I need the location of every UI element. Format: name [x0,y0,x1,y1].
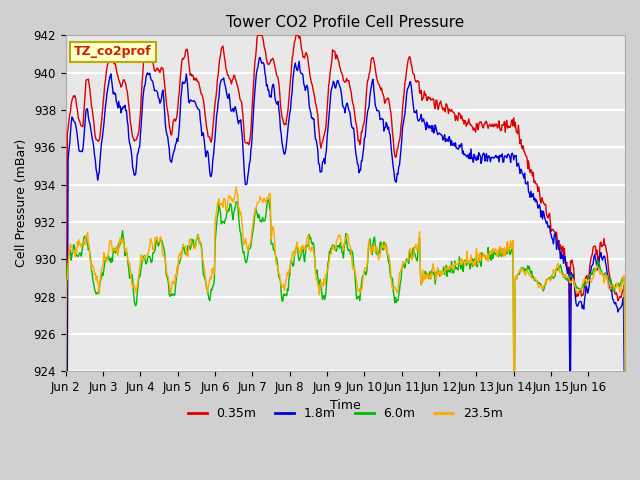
Title: Tower CO2 Profile Cell Pressure: Tower CO2 Profile Cell Pressure [227,15,465,30]
Legend: 0.35m, 1.8m, 6.0m, 23.5m: 0.35m, 1.8m, 6.0m, 23.5m [183,402,508,425]
X-axis label: Time: Time [330,399,361,412]
Y-axis label: Cell Pressure (mBar): Cell Pressure (mBar) [15,139,28,267]
Text: TZ_co2prof: TZ_co2prof [74,46,152,59]
